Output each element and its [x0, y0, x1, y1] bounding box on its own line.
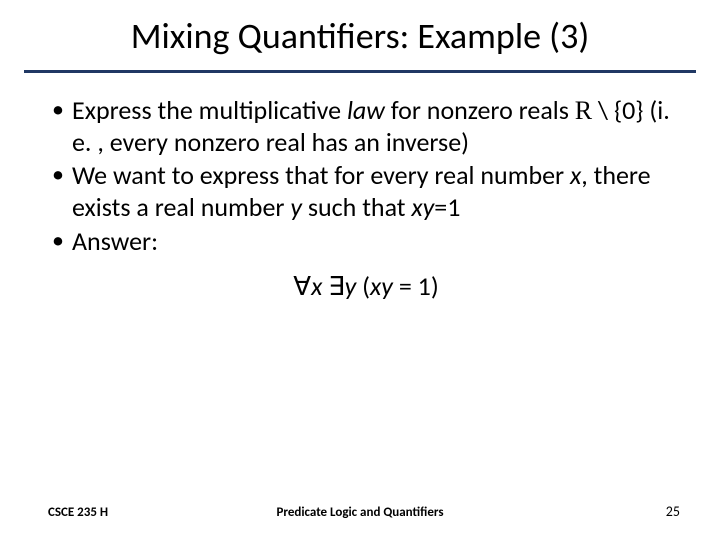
- bullet-1: Express the multiplicative law for nonze…: [52, 95, 680, 158]
- footer-center: Predicate Logic and Quantifiers: [0, 505, 720, 520]
- b1-R: R: [575, 96, 592, 125]
- forall-sym: ∀: [293, 272, 311, 301]
- bullet-list: Express the multiplicative law for nonze…: [52, 95, 680, 258]
- b2-y: y: [290, 191, 302, 223]
- ans-xy: xy: [370, 270, 393, 302]
- b2-xy: xy: [411, 191, 434, 223]
- ans-y: y: [345, 270, 363, 302]
- title-wrap: Mixing Quantifiers: Example (3): [0, 0, 720, 64]
- bullet-3: Answer:: [52, 226, 680, 258]
- ans-rest: = 1): [393, 270, 439, 302]
- b2-x: x: [570, 159, 581, 191]
- answer-line: ∀x ∃y (xy = 1): [52, 270, 680, 302]
- b1-mid: for nonzero reals: [385, 94, 575, 126]
- b2-post: =1: [434, 191, 460, 223]
- ans-x: x: [311, 270, 328, 302]
- b2-mid2: such that: [302, 191, 411, 223]
- b1-pre: Express the multiplicative: [72, 94, 347, 126]
- b3-text: Answer:: [72, 225, 158, 257]
- b1-law: law: [347, 94, 385, 126]
- footer-right: 25: [666, 503, 680, 520]
- exists-sym: ∃: [328, 272, 344, 301]
- b2-pre: We want to express that for every real n…: [72, 159, 570, 191]
- footer: CSCE 235 H Predicate Logic and Quantifie…: [0, 500, 720, 520]
- slide-title: Mixing Quantifiers: Example (3): [40, 14, 680, 58]
- body: Express the multiplicative law for nonze…: [0, 73, 720, 302]
- slide: Mixing Quantifiers: Example (3) Express …: [0, 0, 720, 540]
- ans-open: (: [362, 270, 370, 302]
- bullet-2: We want to express that for every real n…: [52, 160, 680, 223]
